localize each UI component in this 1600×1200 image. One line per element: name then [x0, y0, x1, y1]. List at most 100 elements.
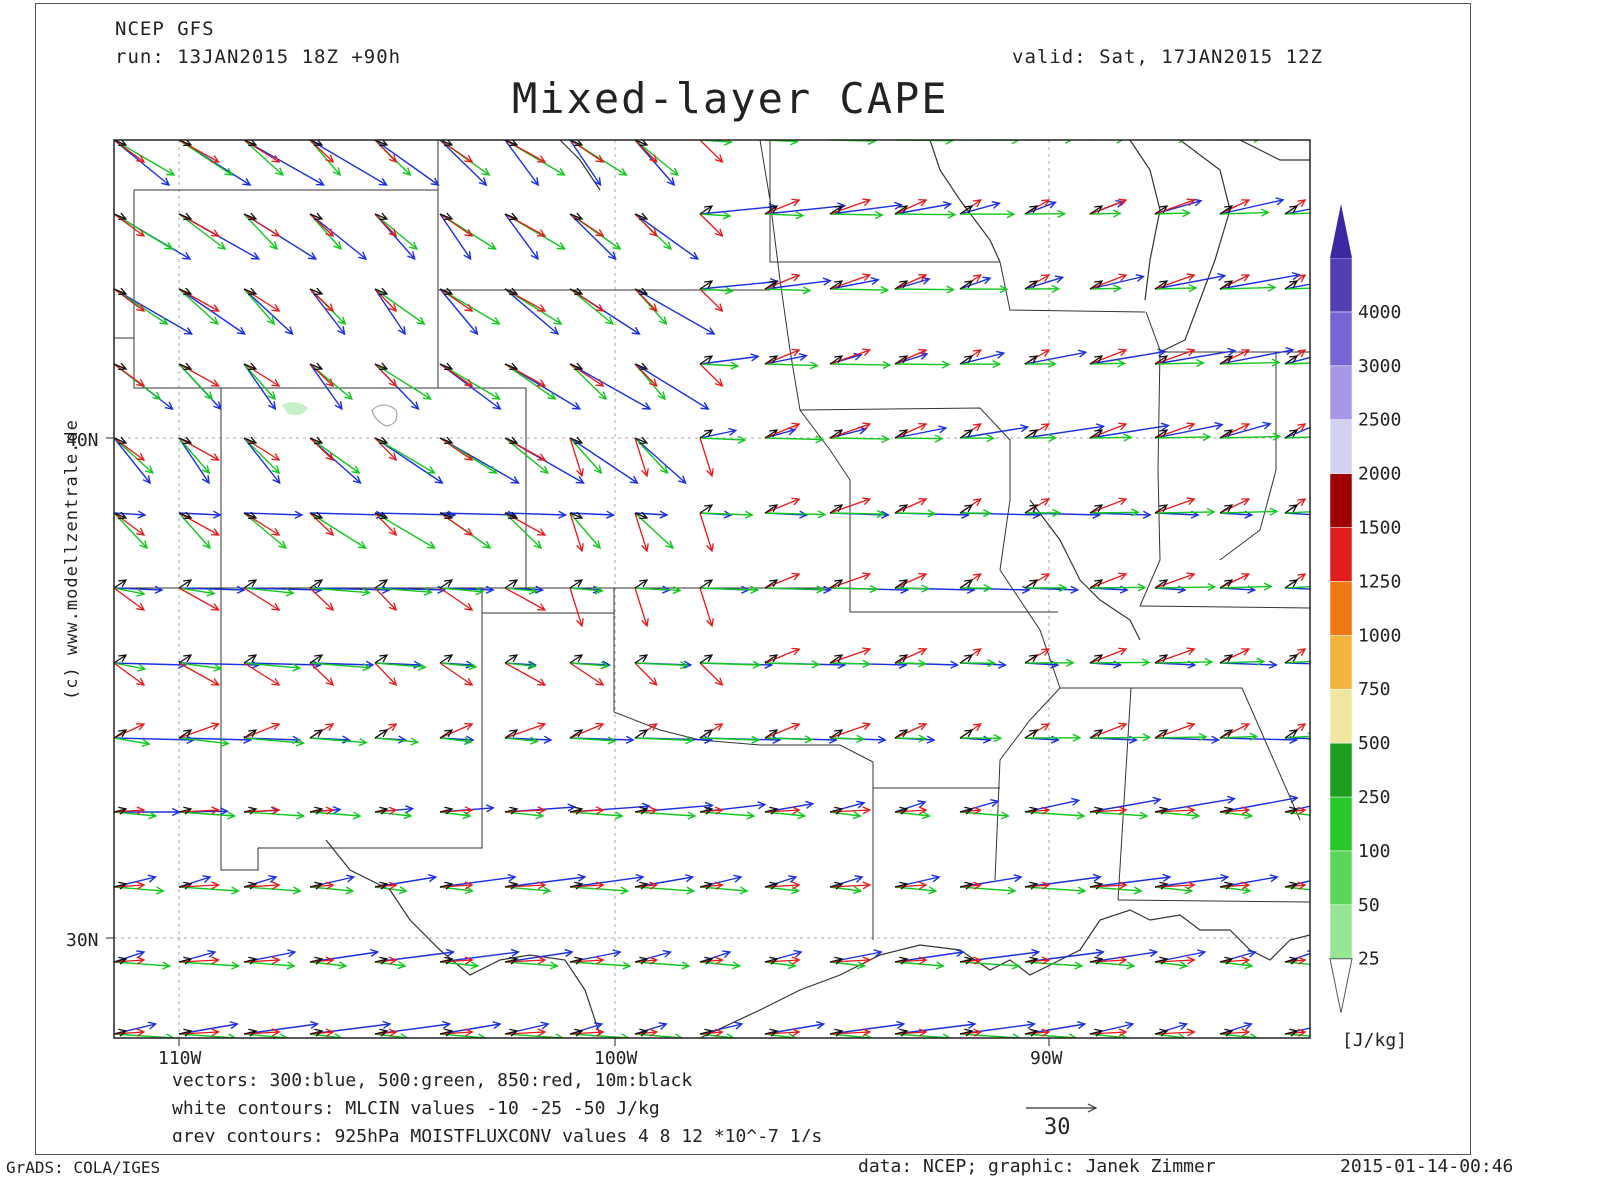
wind-vector	[764, 279, 831, 290]
wind-vector-head	[1133, 886, 1143, 895]
wind-vector	[1089, 811, 1147, 817]
wind-vector-head	[788, 1033, 797, 1038]
moisture-contour	[371, 404, 398, 427]
wind-vector	[634, 958, 648, 963]
wind-vector-head	[314, 806, 324, 815]
model-name: NCEP GFS	[115, 18, 215, 40]
wind-vector	[243, 1031, 280, 1035]
wind-vector	[1089, 423, 1127, 439]
wind-vector-head	[444, 362, 454, 371]
wind-vector-head	[734, 1021, 744, 1030]
wind-vector	[894, 958, 908, 963]
wind-vector-head	[769, 205, 779, 214]
wind-vector	[243, 437, 280, 461]
wind-vector	[374, 437, 388, 444]
wind-vector	[1089, 808, 1103, 813]
wind-vector-head	[444, 881, 454, 890]
wind-vector-head	[837, 660, 847, 669]
wind-vector-head	[358, 251, 368, 260]
wind-vector	[634, 662, 658, 686]
wind-vector	[374, 662, 426, 668]
wind-vector-head	[592, 540, 602, 550]
wind-vector-head	[1116, 140, 1124, 144]
wind-vector	[374, 808, 388, 813]
wind-vector-head	[728, 427, 738, 436]
wind-vector	[178, 288, 219, 312]
wind-vector-head	[212, 510, 222, 519]
wind-vector-head	[834, 654, 844, 663]
wind-vector-head	[1297, 126, 1305, 133]
wind-vector	[1219, 579, 1233, 589]
wind-vector	[569, 587, 603, 592]
legend-level-label: 750	[1358, 679, 1391, 700]
wind-vector	[829, 288, 888, 291]
wind-vector	[569, 587, 583, 627]
wind-vector	[1284, 811, 1310, 816]
wind-vector-head	[1355, 272, 1363, 279]
wind-vector-head	[338, 961, 348, 970]
wind-vector-head	[1182, 208, 1192, 218]
wind-vector-head	[379, 140, 389, 147]
wind-vector-head	[862, 659, 872, 669]
wind-vector-head	[918, 956, 928, 965]
wind-vector-head	[576, 618, 584, 628]
wind-vector-head	[1243, 1022, 1253, 1030]
wind-vector-head	[639, 1028, 649, 1037]
wind-vector	[439, 363, 453, 370]
wind-vector-head	[1241, 349, 1251, 357]
wind-vector-head	[867, 140, 877, 146]
wind-vector	[894, 429, 908, 439]
wind-vector-head	[530, 251, 539, 261]
wind-vector-head	[1095, 948, 1105, 957]
wind-vector-head	[388, 723, 398, 732]
wind-vector	[959, 429, 973, 439]
wind-vector	[374, 288, 397, 312]
wind-vector-head	[325, 602, 335, 612]
wind-vector	[1219, 660, 1264, 664]
wind-vector-head	[1241, 956, 1251, 965]
wind-vector	[1089, 723, 1127, 739]
wind-vector-head	[492, 401, 502, 410]
wind-vector	[829, 587, 878, 590]
wind-vector	[504, 579, 518, 589]
wind-vector-head	[732, 961, 742, 970]
wind-vector	[114, 587, 145, 611]
wind-vector-head	[1269, 507, 1279, 516]
wind-vector-head	[118, 511, 128, 520]
wind-vector	[504, 140, 518, 146]
wind-vector	[243, 288, 280, 312]
wind-vector	[439, 951, 519, 963]
wind-vector-head	[1297, 648, 1307, 657]
wind-vector-head	[972, 423, 982, 432]
wind-vector	[243, 959, 280, 963]
wind-vector-head	[574, 579, 584, 588]
wind-vector-head	[1029, 956, 1039, 965]
wind-vector	[1154, 423, 1195, 439]
wind-vector-head	[444, 436, 454, 445]
wind-vector	[829, 1031, 870, 1035]
wind-vector	[1154, 586, 1215, 589]
wind-vector	[243, 140, 280, 163]
wind-vector-head	[1063, 127, 1071, 134]
wind-vector	[569, 579, 583, 589]
wind-vector-head	[722, 211, 732, 220]
wind-vector	[894, 423, 927, 439]
wind-vector	[243, 654, 257, 664]
legend-swatch	[1329, 311, 1353, 367]
wind-vector	[895, 140, 897, 141]
wind-vector-head	[834, 504, 844, 513]
wind-vector-head	[314, 287, 324, 296]
wind-vector-head	[388, 1028, 398, 1037]
wind-vector-head	[1214, 421, 1224, 431]
wind-vector-head	[202, 875, 212, 883]
wind-vector-head	[464, 602, 474, 611]
wind-vector	[1089, 355, 1103, 365]
wind-vector-head	[1006, 210, 1016, 219]
wind-vector-head	[211, 881, 221, 890]
wind-vector-head	[464, 1028, 474, 1037]
wind-vector-head	[1186, 348, 1196, 357]
wind-vector-head	[1297, 423, 1307, 432]
wind-vector	[1284, 283, 1310, 290]
wind-vector-head	[558, 510, 568, 519]
wind-vector-head	[899, 132, 907, 139]
